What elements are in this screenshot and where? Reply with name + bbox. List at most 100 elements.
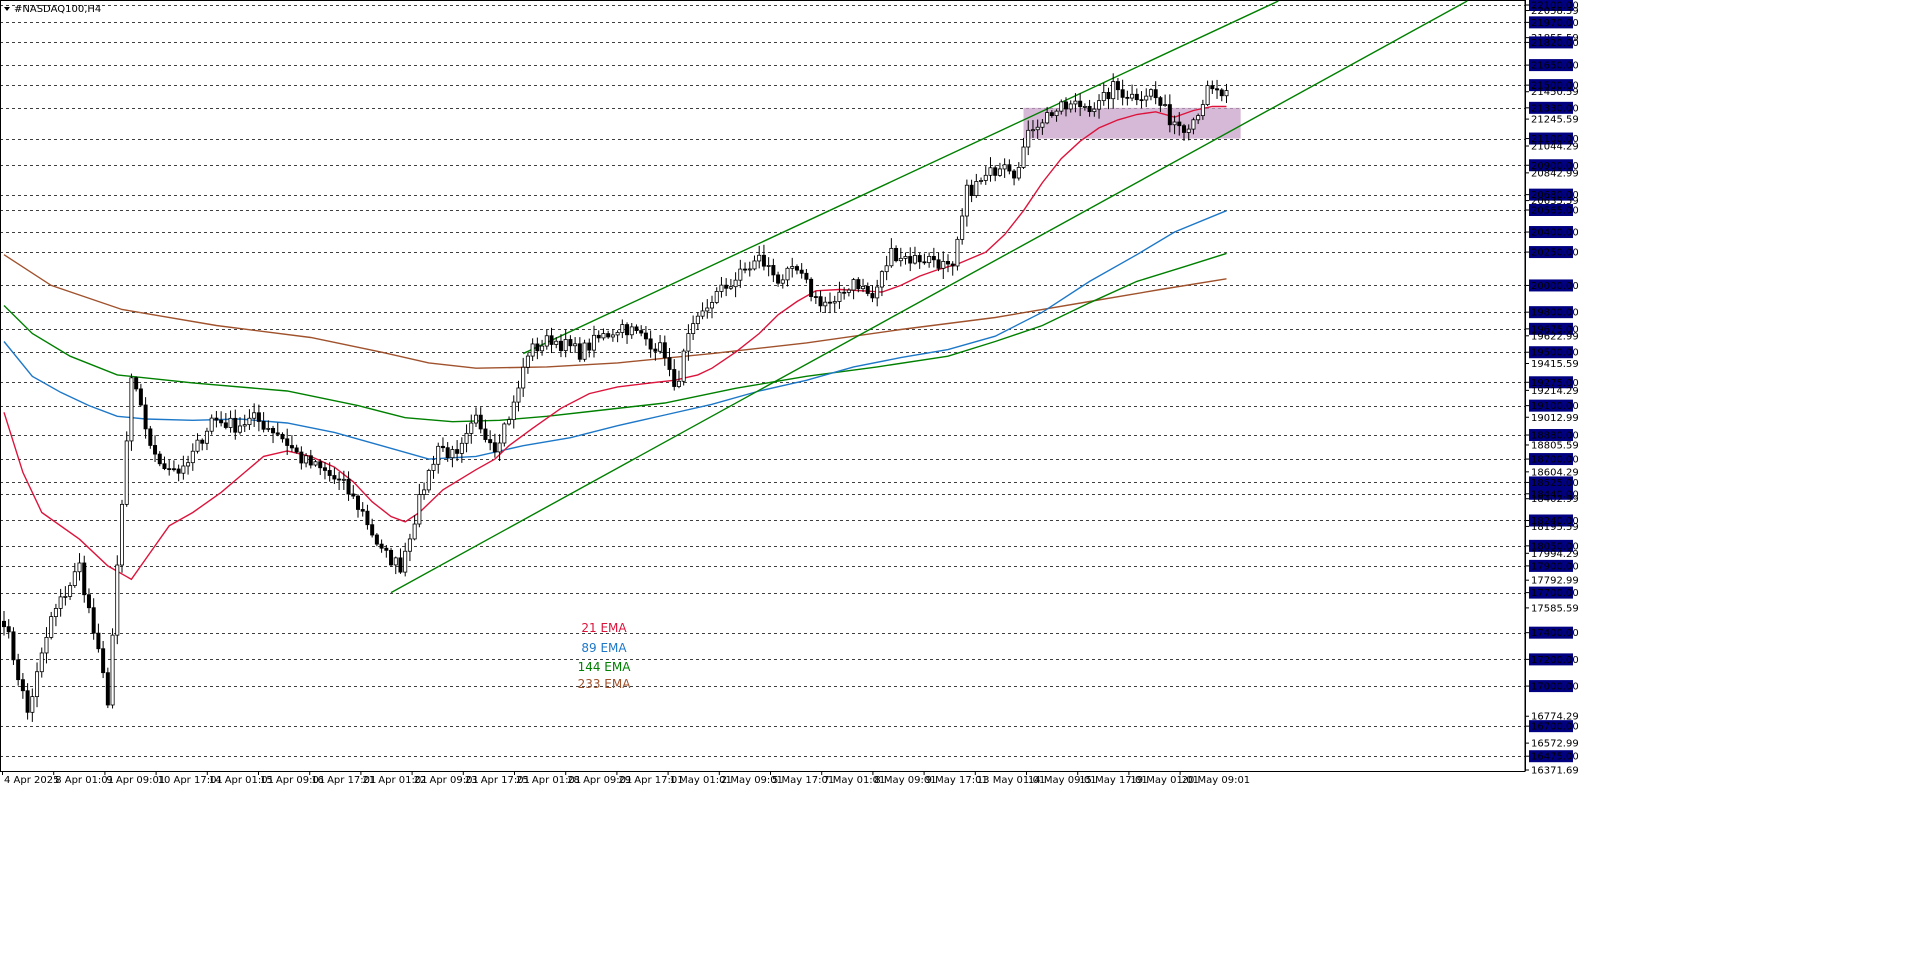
ema-label-21: 21 EMA (581, 621, 627, 635)
menu-triangle-icon[interactable] (4, 7, 10, 11)
candle (162, 456, 167, 471)
candle (1158, 96, 1163, 112)
bear-candle-body (936, 259, 941, 269)
candle (77, 553, 82, 581)
price-tick-label: 17000.00 (1531, 682, 1579, 693)
bear-candle-body (776, 274, 781, 284)
candle (884, 255, 889, 281)
bull-candle-body (242, 424, 247, 427)
bear-candle-body (351, 493, 356, 497)
candle (629, 322, 634, 339)
candle (186, 455, 191, 475)
bear-candle-body (870, 293, 875, 299)
candle (837, 281, 842, 309)
candle (379, 539, 384, 553)
candle (1064, 97, 1069, 117)
bear-candle-body (639, 330, 644, 334)
candle (615, 330, 620, 343)
candle (1196, 113, 1201, 124)
price-tick-label: 19800.00 (1531, 308, 1579, 319)
bear-candle-body (804, 272, 809, 280)
bear-candle-body (91, 607, 96, 634)
candle (865, 282, 870, 297)
bear-candle-body (214, 417, 219, 421)
candle (922, 253, 927, 265)
candle (1078, 93, 1083, 117)
bear-candle-body (285, 438, 290, 446)
bear-candle-body (587, 342, 592, 351)
price-level-marker (1529, 101, 1573, 114)
candle (1101, 83, 1106, 106)
bear-candle-body (1210, 85, 1215, 90)
bull-candle-body (988, 167, 993, 176)
bear-candle-body (478, 414, 483, 430)
candle (195, 433, 200, 454)
candle (733, 272, 738, 298)
bear-candle-body (200, 439, 205, 444)
bull-candle-body (846, 289, 851, 293)
candle (16, 653, 21, 686)
bear-candle-body (153, 445, 158, 455)
candle (53, 603, 58, 627)
bear-candle-body (492, 442, 497, 453)
bear-candle-body (327, 470, 332, 476)
candle (686, 324, 691, 361)
symbol-header: #NASDAQ100,H4 (4, 4, 101, 15)
bull-candle-body (507, 419, 512, 425)
bull-candle-body (1035, 126, 1040, 131)
time-tick-label: 14 Apr 01:01 (209, 775, 274, 786)
candle (1148, 88, 1153, 101)
bear-candle-body (842, 291, 847, 294)
price-level-marker (1529, 79, 1573, 92)
bear-candle-body (256, 412, 261, 422)
bull-candle-body (417, 494, 422, 525)
price-axis: 22100.0022058.5921970.0021855.5921820.00… (1525, 0, 1579, 777)
candle (728, 278, 733, 291)
candle (894, 245, 899, 263)
candle (153, 435, 158, 462)
candle (436, 442, 441, 474)
time-tick-label: 28 Apr 09:01 (567, 775, 632, 786)
candle (49, 611, 54, 640)
candle (247, 409, 252, 430)
bull-candle-body (884, 265, 889, 273)
bear-candle-body (931, 255, 936, 261)
price-tick-label: 17700.00 (1531, 588, 1579, 599)
candle (582, 339, 587, 362)
bear-candle-body (1219, 89, 1224, 97)
candle (577, 337, 582, 363)
bull-candle-body (1101, 92, 1106, 102)
bull-candle-body (1002, 164, 1007, 170)
bear-candle-body (606, 333, 611, 338)
bear-candle-body (1049, 112, 1054, 117)
candle (521, 357, 526, 397)
candle (1097, 94, 1102, 119)
candle (389, 547, 394, 567)
bull-candle-body (266, 427, 271, 430)
price-tick-label: 18050.00 (1531, 541, 1579, 552)
time-tick-label: 23 Apr 17:01 (465, 775, 530, 786)
bull-candle-body (186, 462, 191, 467)
candle (1125, 90, 1130, 106)
bull-candle-body (228, 417, 233, 428)
bull-candle-body (204, 430, 209, 444)
bear-candle-body (280, 433, 285, 440)
bull-candle-body (1205, 85, 1210, 106)
time-tick-label: 7 May 01:01 (823, 775, 885, 786)
trend-channel (390, 0, 1468, 594)
candle (327, 462, 332, 482)
time-tick-label: 25 Apr 01:01 (516, 775, 581, 786)
candle (507, 416, 512, 426)
candle (1120, 79, 1125, 106)
candle (341, 470, 346, 490)
bull-candle-body (733, 279, 738, 288)
bull-candle-body (469, 422, 474, 434)
candle (1219, 88, 1224, 102)
candle (82, 555, 87, 603)
bear-candle-body (558, 340, 563, 352)
bear-candle-body (294, 447, 299, 453)
bull-candle-body (68, 585, 73, 597)
bear-candle-body (667, 357, 672, 370)
candle (285, 428, 290, 455)
